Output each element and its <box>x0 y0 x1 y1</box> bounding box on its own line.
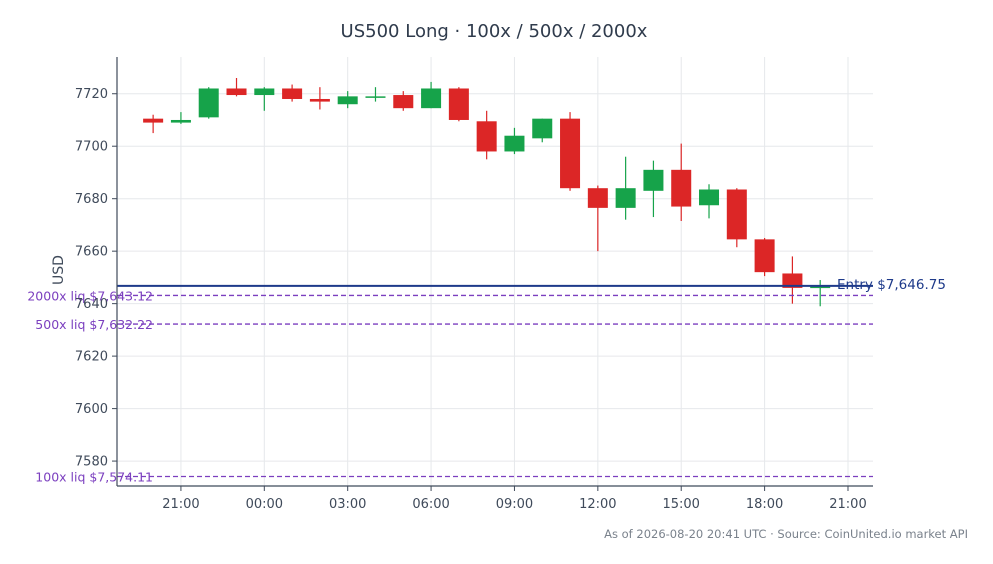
candle <box>782 256 803 304</box>
candle-body <box>254 88 275 96</box>
candle <box>699 184 720 219</box>
axis-layer: 7580 7600 7620 7640 7660 7680 7700 7720 21:00 00:… <box>75 57 873 512</box>
candle-layer <box>143 77 831 307</box>
candle <box>198 87 219 119</box>
candle <box>504 127 525 155</box>
candle <box>226 77 247 97</box>
x-tick-label: 09:00 <box>496 497 533 512</box>
candle <box>643 160 664 218</box>
candle <box>309 87 330 110</box>
candle-body <box>143 118 164 123</box>
candle-body <box>560 118 581 189</box>
candle-body <box>198 88 219 118</box>
candle <box>254 87 275 111</box>
candle-body <box>782 273 803 288</box>
candle <box>726 188 747 248</box>
x-tick-label: 21:00 <box>162 497 199 512</box>
liq-2000x-label: 2000x liq $7,643.12 <box>27 288 153 303</box>
candle-body <box>643 169 664 191</box>
y-tick-label: 7640 <box>75 297 108 312</box>
entry-label: Entry $7,646.75 <box>837 277 946 293</box>
footer-source: As of 2026-08-20 20:41 UTC · Source: Coi… <box>604 527 968 541</box>
candle-body <box>448 88 469 120</box>
x-tick-label: 18:00 <box>746 497 783 512</box>
candle-body <box>671 169 692 207</box>
candle <box>476 110 497 160</box>
y-tick-label: 7600 <box>75 402 108 417</box>
x-tick-label: 03:00 <box>329 497 366 512</box>
candle <box>615 156 636 220</box>
candle-body <box>170 119 191 123</box>
candle <box>421 81 442 109</box>
liq-500x-label: 500x liq $7,632.22 <box>35 317 153 332</box>
candle-body <box>810 286 831 289</box>
candle-body <box>393 95 414 109</box>
y-tick-label: 7660 <box>75 245 108 260</box>
candle <box>282 84 303 102</box>
candle-body <box>754 239 775 273</box>
candle <box>560 112 581 191</box>
candle <box>365 87 386 102</box>
candle-body <box>309 98 330 102</box>
candle <box>448 87 469 122</box>
x-tick-label: 21:00 <box>829 497 866 512</box>
candle <box>671 143 692 221</box>
candle <box>587 185 608 252</box>
y-tick-label: 7580 <box>75 455 108 470</box>
candle <box>170 112 191 124</box>
chart-title: US500 Long · 100x / 500x / 2000x <box>341 21 648 42</box>
candle-body <box>532 118 553 139</box>
reference-line-layer: Entry $7,646.75 2000x liq $7,643.12 500x l… <box>27 277 946 485</box>
candle <box>393 91 414 111</box>
candle-body <box>337 96 358 105</box>
candle <box>810 280 831 307</box>
candle-body <box>226 88 247 96</box>
candle-body <box>476 121 497 152</box>
x-tick-label: 06:00 <box>412 497 449 512</box>
candle <box>754 238 775 277</box>
candle-body <box>421 88 442 109</box>
candle-body <box>699 189 720 206</box>
candle-body <box>726 189 747 240</box>
y-tick-label: 7620 <box>75 350 108 365</box>
candle-body <box>615 188 636 208</box>
candle-body <box>587 188 608 208</box>
candle <box>337 91 358 109</box>
x-tick-label: 00:00 <box>246 497 283 512</box>
y-tick-label: 7700 <box>75 140 108 155</box>
candle-body <box>365 96 386 98</box>
candle-body <box>504 135 525 152</box>
y-axis-label: USD <box>51 255 67 285</box>
x-tick-label: 12:00 <box>579 497 616 512</box>
candle-body <box>282 88 303 99</box>
y-tick-label: 7680 <box>75 192 108 207</box>
x-tick-label: 15:00 <box>662 497 699 512</box>
y-tick-label: 7720 <box>75 87 108 102</box>
grid-layer <box>117 57 873 486</box>
candle <box>143 114 164 134</box>
candle <box>532 118 553 143</box>
liq-100x-label: 100x liq $7,574.11 <box>35 470 153 485</box>
